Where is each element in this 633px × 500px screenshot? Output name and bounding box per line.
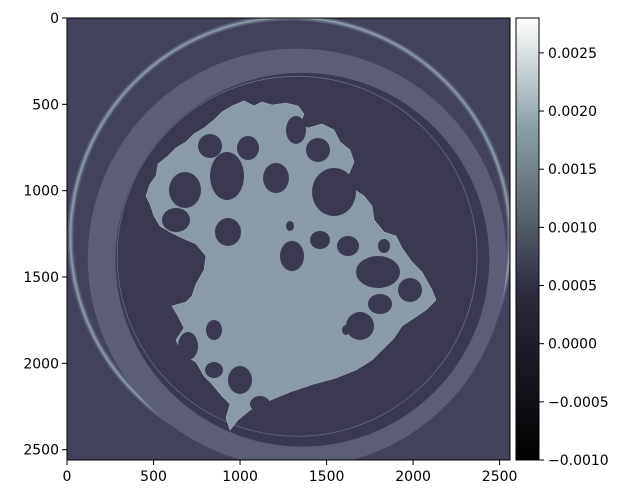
x-tick-label: 2500 [482,469,518,485]
pore [206,320,222,340]
x-tick-label: 0 [63,469,72,485]
pore [286,116,306,144]
y-tick-label: 0 [50,11,59,27]
pore [178,332,198,360]
pore [237,136,259,160]
pore [198,134,222,158]
inner-thin-ring [116,75,478,437]
y-tick-label: 1500 [23,270,59,286]
ct-image [67,18,510,460]
colorbar-ticks: −0.0010 −0.0005 0.0000 0.0005 0.0010 0.0015 0.… [539,46,609,469]
pore [228,366,252,394]
pore [337,236,359,256]
pore [250,396,270,412]
y-tick-label: 1000 [23,184,59,200]
pore [205,362,223,378]
pore [280,241,304,271]
pore [346,312,374,340]
x-tick-label: 1500 [309,469,345,485]
x-tick-label: 1000 [222,469,258,485]
colorbar-frame [515,17,540,461]
pore [310,231,330,249]
pore [210,152,244,200]
pore [368,294,392,314]
x-axis: 0 500 1000 1500 2000 2500 [63,460,518,485]
pore [356,256,400,288]
pore [398,278,422,302]
colorbar-tick-label: 0.0000 [548,337,597,353]
pore [306,138,330,162]
pore [169,172,201,208]
colorbar-tick-label: 0.0005 [548,279,597,295]
colorbar-tick-label: 0.0010 [548,220,597,236]
colorbar-tick-label: −0.0010 [548,453,609,469]
sample [145,100,437,431]
colorbar-tick-label: 0.0025 [548,46,597,62]
plot-frame [66,17,511,461]
colorbar: −0.0010 −0.0005 0.0000 0.0005 0.0010 0.0015 0.… [515,17,609,469]
x-tick-label: 500 [140,469,167,485]
x-tick-label: 2000 [395,469,431,485]
y-axis: 0 500 1000 1500 2000 2500 [23,11,67,459]
pore [342,325,350,335]
pore [263,163,289,193]
pore [162,292,174,308]
y-tick-label: 2000 [23,356,59,372]
pore [286,221,294,231]
colorbar-tick-label: 0.0020 [548,104,597,120]
colorbar-gradient [516,18,539,460]
colorbar-tick-label: −0.0005 [548,395,609,411]
pore [312,168,356,216]
pore [215,218,241,246]
y-tick-label: 2500 [23,443,59,459]
colorbar-tick-label: 0.0015 [548,162,597,178]
pore [162,208,190,232]
y-tick-label: 500 [32,97,59,113]
pore [378,239,390,253]
